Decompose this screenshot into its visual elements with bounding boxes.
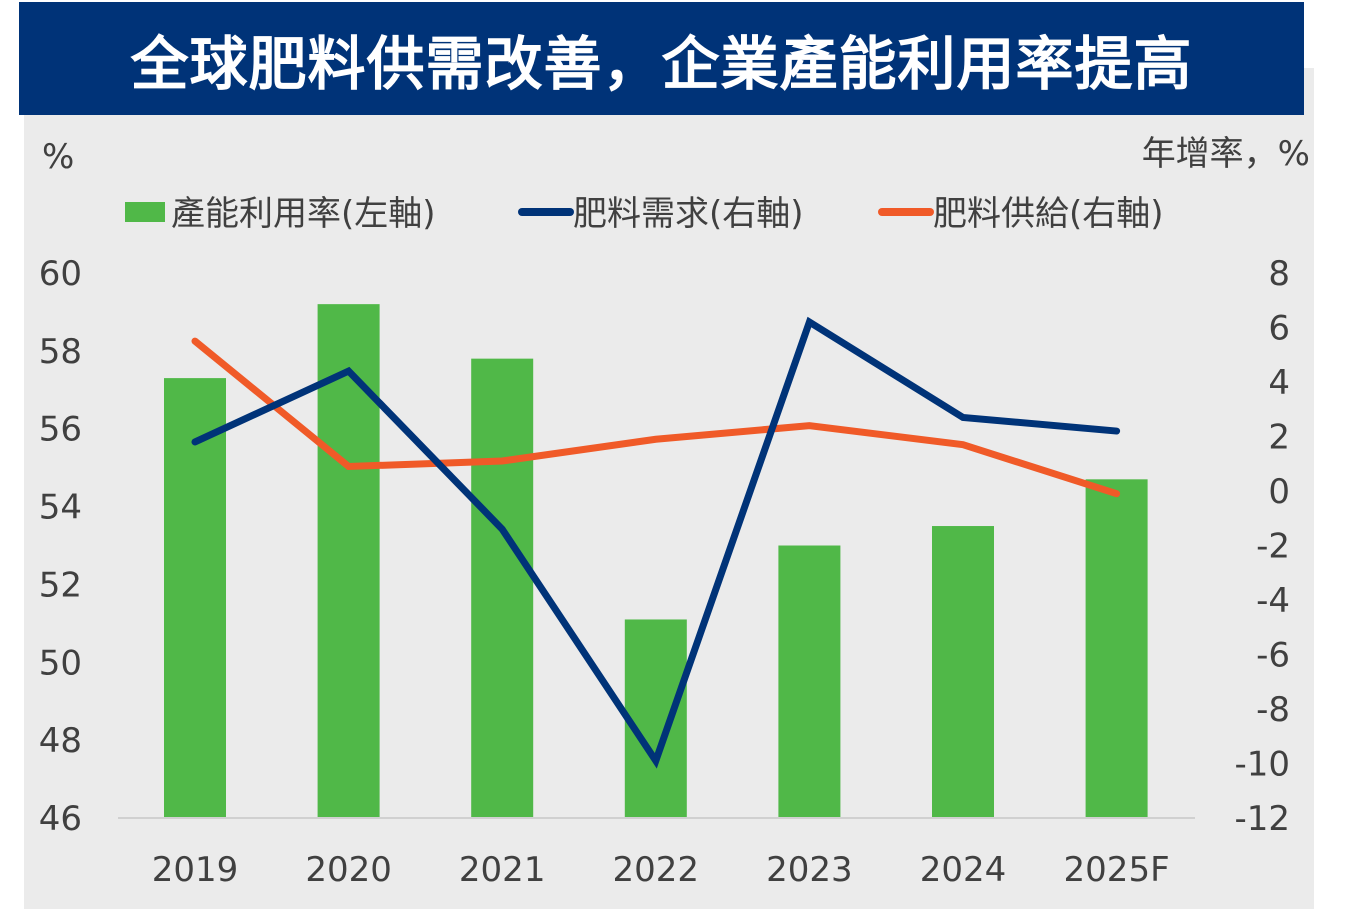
legend-label-demand: 肥料需求(右軸) <box>573 194 804 234</box>
x-tick-label: 2019 <box>152 850 239 890</box>
left-tick-label: 56 <box>39 410 82 450</box>
legend-swatch-utilization <box>125 202 165 222</box>
left-tick-label: 50 <box>39 643 82 683</box>
bar-utilization-2025F <box>1085 479 1148 818</box>
left-axis-unit: % <box>42 137 74 177</box>
x-tick-label: 2021 <box>459 850 546 890</box>
right-tick-label: 4 <box>1268 363 1290 403</box>
right-tick-label: 8 <box>1268 254 1290 294</box>
x-tick-label: 2024 <box>920 850 1007 890</box>
x-tick-label: 2020 <box>305 850 392 890</box>
right-tick-label: -8 <box>1256 690 1290 730</box>
legend-label-supply: 肥料供給(右軸) <box>933 194 1164 234</box>
right-tick-label: -2 <box>1256 527 1290 567</box>
left-tick-label: 58 <box>39 332 82 372</box>
chart-title: 全球肥料供需改善，企業產能利用率提高 <box>19 2 1304 115</box>
bar-utilization-2021 <box>471 358 534 818</box>
right-tick-label: -12 <box>1234 799 1290 839</box>
bar-utilization-2023 <box>778 545 841 818</box>
right-tick-label: 6 <box>1268 309 1290 349</box>
right-axis-unit: 年增率，% <box>1142 134 1310 174</box>
right-tick-label: 2 <box>1268 418 1290 458</box>
left-tick-label: 52 <box>39 565 82 605</box>
right-tick-label: 0 <box>1268 472 1290 512</box>
left-tick-label: 48 <box>39 721 82 761</box>
utilization-bars <box>164 304 1148 819</box>
right-tick-label: -4 <box>1256 581 1290 621</box>
series-line-supply <box>191 337 1121 498</box>
series-line-demand <box>191 316 1121 769</box>
legend-label-utilization: 產能利用率(左軸) <box>171 194 436 234</box>
x-tick-label: 2023 <box>766 850 853 890</box>
x-tick-label: 2022 <box>613 850 700 890</box>
growth-lines <box>191 316 1121 769</box>
bar-utilization-2022 <box>624 619 687 818</box>
legend: 產能利用率(左軸) 肥料需求(右軸) 肥料供給(右軸) <box>125 194 1164 234</box>
bar-utilization-2019 <box>164 378 226 818</box>
x-axis-ticks: 2019 2020 2021 2022 2023 2024 2025F <box>152 850 1170 890</box>
left-axis-ticks: 60 58 56 54 52 50 48 46 <box>39 254 82 839</box>
left-tick-label: 46 <box>39 799 82 839</box>
left-tick-label: 60 <box>39 254 82 294</box>
bar-utilization-2024 <box>932 526 994 818</box>
right-tick-label: -10 <box>1234 745 1290 785</box>
x-tick-label: 2025F <box>1064 850 1170 890</box>
right-tick-label: -6 <box>1256 636 1290 676</box>
left-tick-label: 54 <box>39 488 82 528</box>
right-axis-ticks: 8 6 4 2 0 -2 -4 -6 -8 -10 -12 <box>1234 254 1290 839</box>
